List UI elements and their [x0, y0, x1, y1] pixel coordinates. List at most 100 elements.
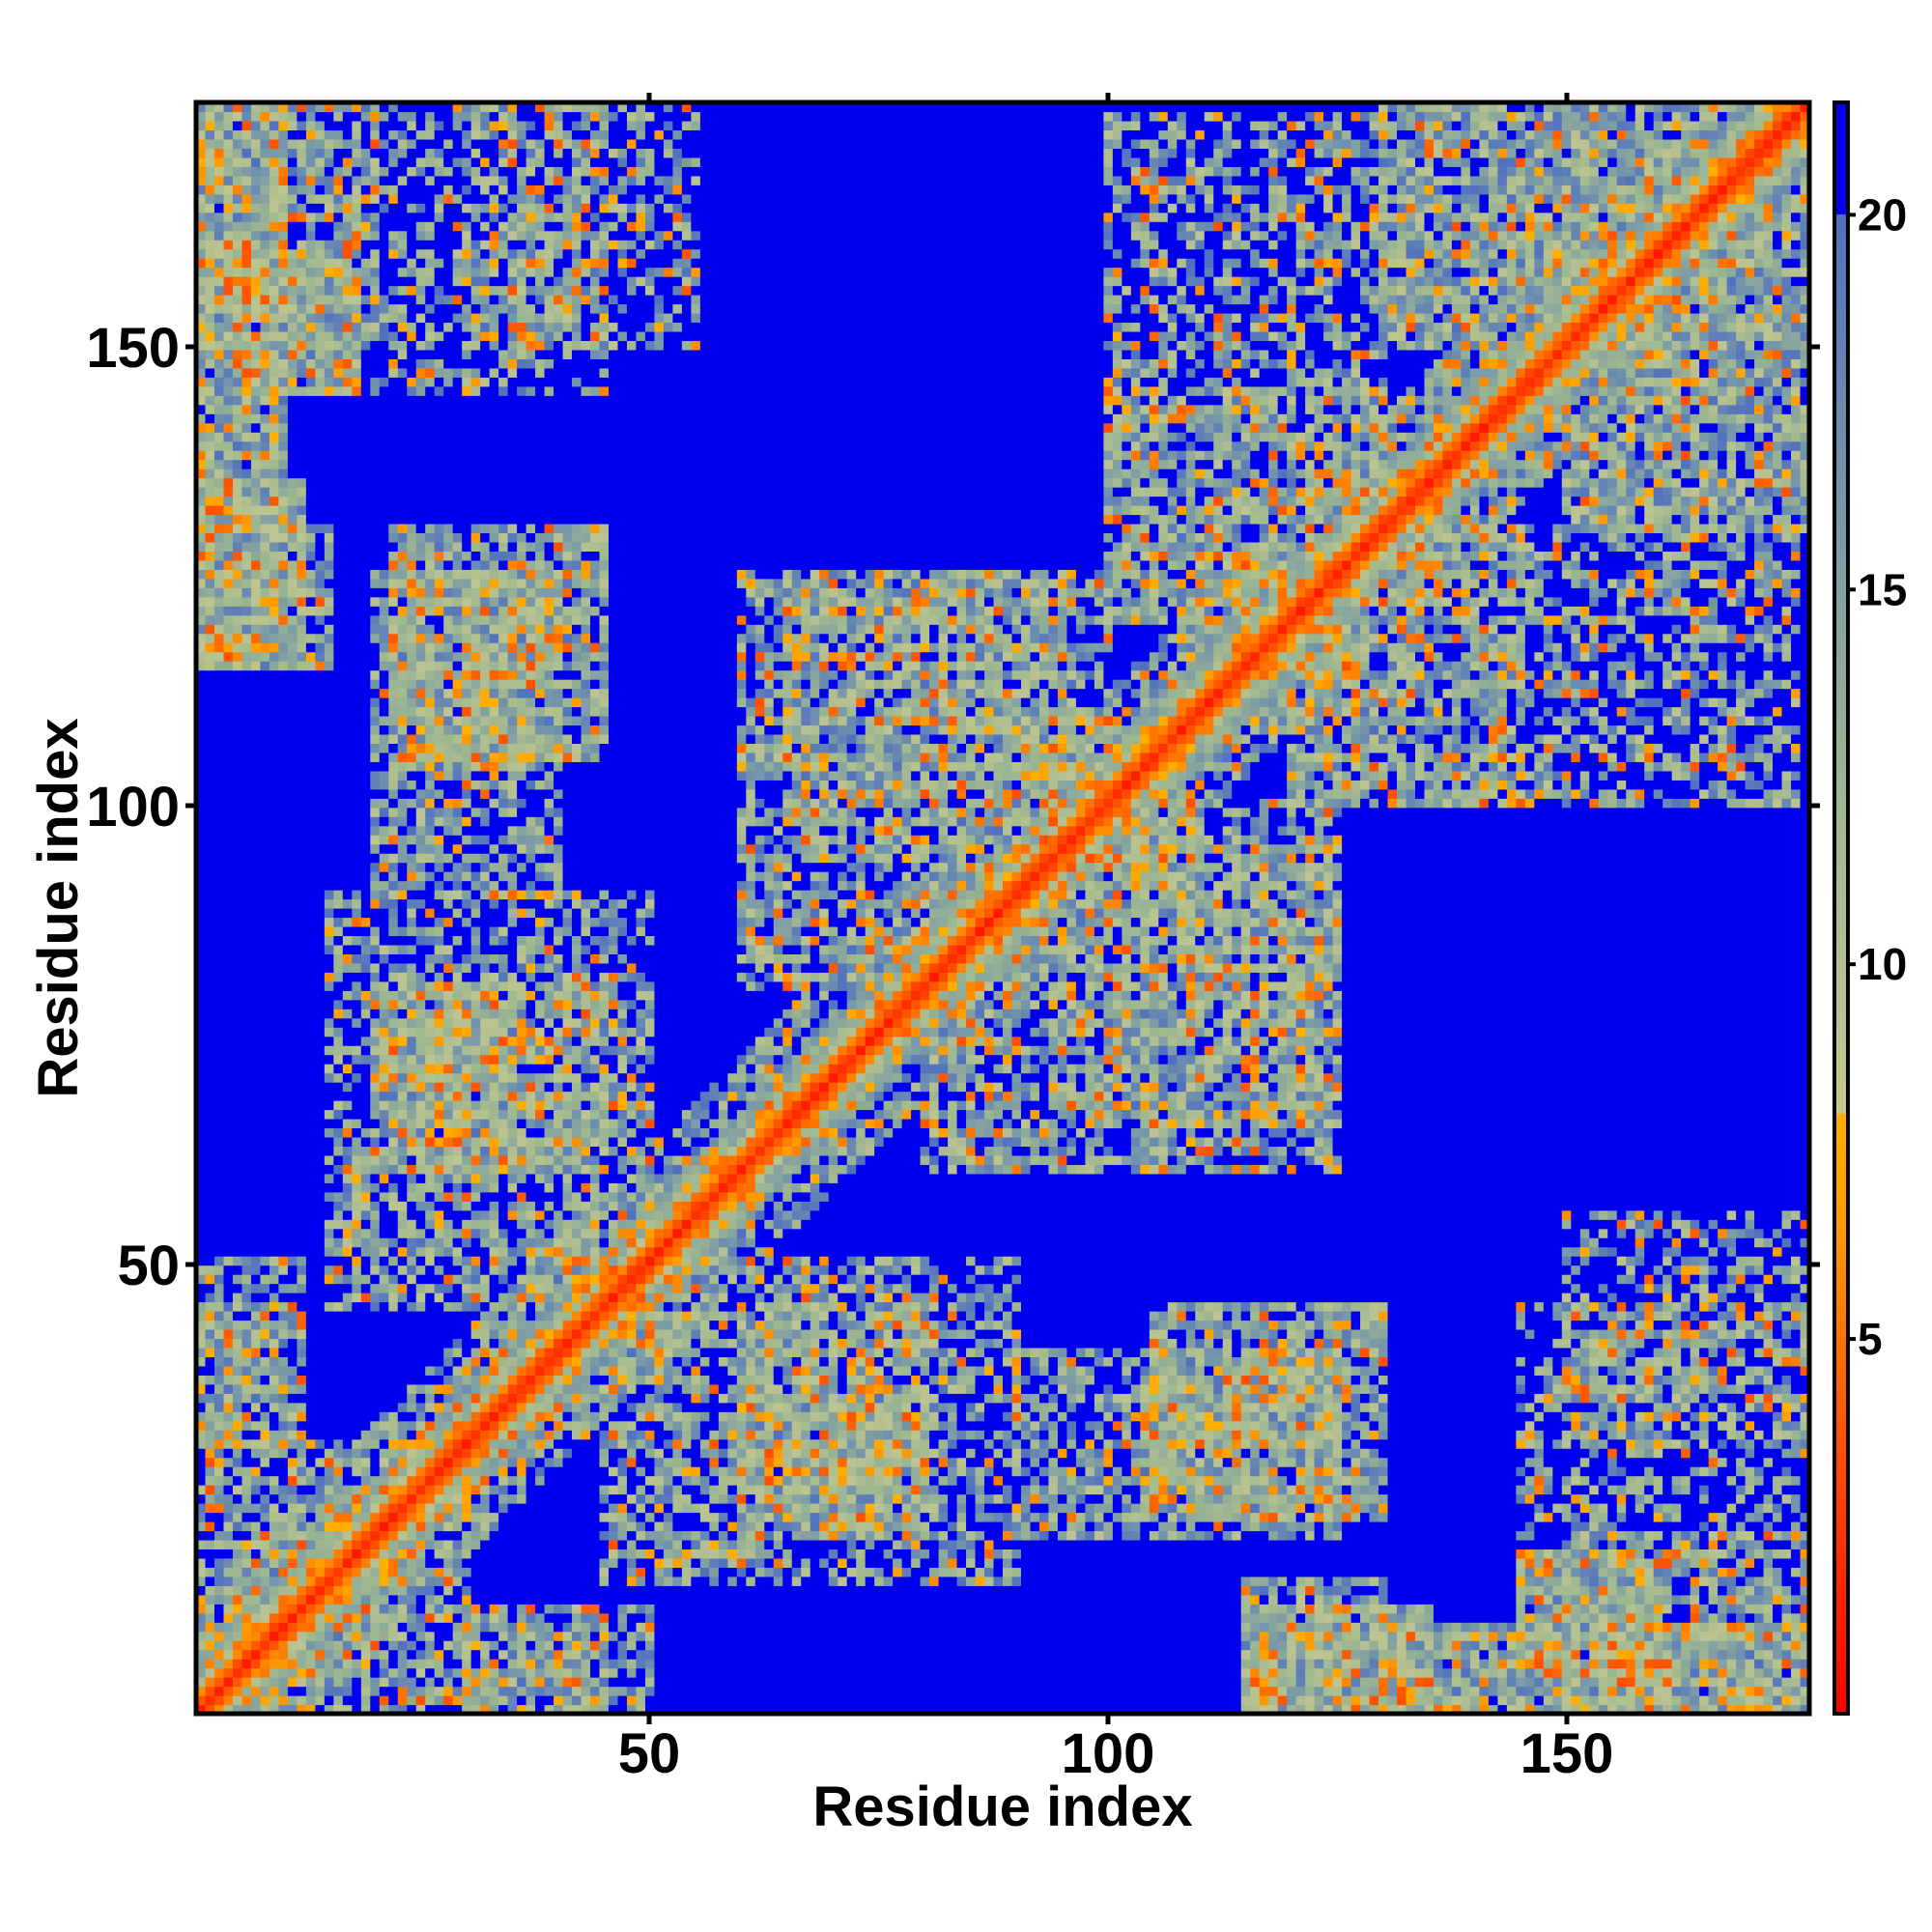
- heatmap-cell: [627, 1530, 637, 1540]
- heatmap-cell: [672, 1695, 682, 1705]
- heatmap-cell: [388, 1585, 398, 1595]
- heatmap-cell: [600, 1613, 610, 1623]
- heatmap-cell: [1131, 1548, 1141, 1558]
- heatmap-cell: [1782, 1548, 1792, 1558]
- heatmap-cell: [645, 1458, 655, 1467]
- heatmap-cell: [1489, 1659, 1498, 1668]
- heatmap-cell: [1113, 1494, 1122, 1504]
- heatmap-cell: [1470, 1622, 1480, 1632]
- heatmap-cell: [1525, 1650, 1535, 1660]
- heatmap-cell: [480, 1677, 490, 1687]
- heatmap-cell: [1599, 1650, 1608, 1660]
- heatmap-cell: [590, 1613, 600, 1623]
- heatmap-cell: [911, 1466, 921, 1476]
- heatmap-cell: [1746, 1466, 1755, 1476]
- heatmap-cell: [251, 1632, 261, 1641]
- heatmap-cell: [627, 1466, 637, 1476]
- heatmap-cell: [1442, 1604, 1452, 1613]
- heatmap-cell: [498, 1458, 508, 1467]
- heatmap-cell: [1094, 1677, 1104, 1687]
- heatmap-cell: [792, 1640, 802, 1650]
- heatmap-cell: [1571, 1659, 1580, 1668]
- heatmap-cell: [288, 1494, 298, 1504]
- heatmap-cell: [645, 1677, 655, 1687]
- heatmap-cell: [1727, 1613, 1737, 1623]
- heatmap-cell: [352, 1677, 361, 1687]
- heatmap-cell: [517, 1513, 526, 1522]
- heatmap-cell: [1571, 1540, 1580, 1549]
- heatmap-cell: [1158, 1458, 1168, 1467]
- heatmap-cell: [1791, 1613, 1801, 1623]
- heatmap-cell: [893, 1695, 902, 1705]
- heatmap-cell: [792, 1503, 802, 1513]
- heatmap-cell: [1690, 1577, 1700, 1586]
- heatmap-cell: [490, 1458, 499, 1467]
- heatmap-cell: [1764, 1476, 1774, 1486]
- heatmap-cell: [1039, 1458, 1049, 1467]
- heatmap-cell: [755, 1687, 765, 1696]
- heatmap-cell: [480, 1466, 490, 1476]
- heatmap-cell: [535, 1595, 545, 1605]
- heatmap-cell: [1782, 1668, 1792, 1678]
- heatmap-cell: [223, 1650, 233, 1660]
- heatmap-cell: [563, 1695, 573, 1705]
- heatmap-cell: [737, 1513, 747, 1522]
- heatmap-cell: [1186, 1458, 1196, 1467]
- heatmap-cell: [1589, 1622, 1599, 1632]
- heatmap-cell: [746, 1632, 755, 1641]
- heatmap-cell: [810, 1485, 820, 1494]
- heatmap-cell: [233, 1640, 242, 1650]
- heatmap-cell: [416, 1494, 426, 1504]
- heatmap-cell: [380, 1503, 389, 1513]
- heatmap-cell: [1048, 1613, 1058, 1623]
- heatmap-cell: [957, 1622, 967, 1632]
- heatmap-cell: [590, 1540, 600, 1549]
- heatmap-cell: [966, 1548, 976, 1558]
- heatmap-cell: [929, 1677, 939, 1687]
- heatmap-cell: [251, 1494, 261, 1504]
- heatmap-cell: [1205, 1604, 1214, 1613]
- heatmap-cell: [1662, 1485, 1672, 1494]
- heatmap-cell: [1415, 1632, 1425, 1641]
- heatmap-cell: [288, 1622, 298, 1632]
- heatmap-cell: [691, 1632, 700, 1641]
- heatmap-cell: [1195, 1595, 1205, 1605]
- heatmap-cell: [829, 1567, 838, 1577]
- heatmap-cell: [884, 1677, 894, 1687]
- heatmap-cell: [407, 1530, 416, 1540]
- heatmap-cell: [874, 1530, 884, 1540]
- heatmap-cell: [1497, 1458, 1507, 1467]
- heatmap-cell: [1058, 1485, 1067, 1494]
- heatmap-cell: [1452, 1540, 1462, 1549]
- heatmap-cell: [921, 1668, 930, 1678]
- heatmap-cell: [1150, 1530, 1159, 1540]
- heatmap-cell: [1452, 1585, 1462, 1595]
- heatmap-cell: [939, 1466, 949, 1476]
- heatmap-cell: [1617, 1485, 1627, 1494]
- heatmap-cell: [1360, 1548, 1370, 1558]
- heatmap-cell: [1305, 1466, 1315, 1476]
- heatmap-cell: [297, 1485, 306, 1494]
- heatmap-cell: [462, 1577, 471, 1586]
- heatmap-cell: [1260, 1577, 1269, 1586]
- heatmap-cell: [1461, 1458, 1470, 1467]
- heatmap-cell: [1479, 1558, 1489, 1568]
- heatmap-cell: [343, 1687, 353, 1696]
- heatmap-cell: [819, 1577, 829, 1586]
- heatmap-cell: [1323, 1530, 1333, 1540]
- heatmap-cell: [1085, 1558, 1094, 1568]
- heatmap-cell: [333, 1613, 343, 1623]
- heatmap-cell: [600, 1687, 610, 1696]
- heatmap-cell: [966, 1604, 976, 1613]
- heatmap-cell: [1150, 1513, 1159, 1522]
- heatmap-cell: [1681, 1695, 1690, 1705]
- heatmap-cell: [682, 1585, 692, 1595]
- heatmap-cell: [929, 1613, 939, 1623]
- heatmap-cell: [380, 1659, 389, 1668]
- heatmap-cell: [866, 1640, 875, 1650]
- heatmap-cell: [1158, 1567, 1168, 1577]
- heatmap-cell: [1186, 1521, 1196, 1531]
- heatmap-cell: [1177, 1558, 1186, 1568]
- heatmap-cell: [957, 1494, 967, 1504]
- heatmap-cell: [1773, 1677, 1782, 1687]
